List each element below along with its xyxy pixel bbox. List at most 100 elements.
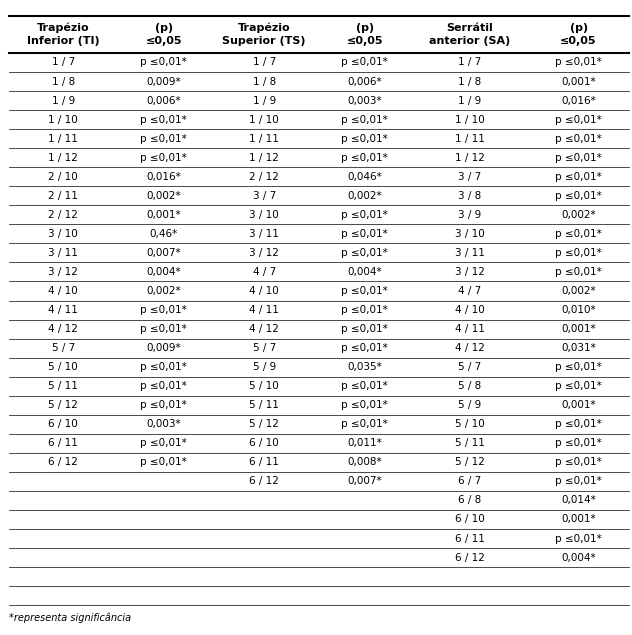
Text: 1 / 9: 1 / 9 bbox=[458, 96, 482, 105]
Text: 0,035*: 0,035* bbox=[348, 362, 382, 372]
Text: 0,001*: 0,001* bbox=[147, 210, 181, 220]
Text: p ≤0,01*: p ≤0,01* bbox=[555, 362, 602, 372]
Text: p ≤0,01*: p ≤0,01* bbox=[140, 115, 187, 124]
Text: 0,46*: 0,46* bbox=[150, 229, 178, 239]
Text: 4 / 12: 4 / 12 bbox=[249, 324, 279, 334]
Text: p ≤0,01*: p ≤0,01* bbox=[555, 419, 602, 429]
Text: 2 / 12: 2 / 12 bbox=[48, 210, 78, 220]
Text: 2 / 10: 2 / 10 bbox=[48, 171, 78, 182]
Text: 3 / 12: 3 / 12 bbox=[48, 267, 78, 277]
Text: p ≤0,01*: p ≤0,01* bbox=[555, 58, 602, 67]
Text: p ≤0,01*: p ≤0,01* bbox=[341, 305, 388, 315]
Text: 0,046*: 0,046* bbox=[348, 171, 382, 182]
Text: 1 / 10: 1 / 10 bbox=[455, 115, 485, 124]
Text: 0,031*: 0,031* bbox=[561, 343, 596, 353]
Text: p ≤0,01*: p ≤0,01* bbox=[555, 248, 602, 258]
Text: 4 / 12: 4 / 12 bbox=[48, 324, 78, 334]
Text: p ≤0,01*: p ≤0,01* bbox=[341, 400, 388, 410]
Text: p ≤0,01*: p ≤0,01* bbox=[341, 381, 388, 391]
Text: 5 / 7: 5 / 7 bbox=[458, 362, 482, 372]
Text: 0,007*: 0,007* bbox=[348, 476, 382, 486]
Text: 3 / 8: 3 / 8 bbox=[458, 190, 482, 201]
Text: p ≤0,01*: p ≤0,01* bbox=[341, 210, 388, 220]
Text: p ≤0,01*: p ≤0,01* bbox=[341, 152, 388, 163]
Text: p ≤0,01*: p ≤0,01* bbox=[140, 133, 187, 144]
Text: 3 / 9: 3 / 9 bbox=[458, 210, 482, 220]
Text: 3 / 10: 3 / 10 bbox=[48, 229, 78, 239]
Text: *representa significância: *representa significância bbox=[9, 613, 131, 623]
Text: 0,014*: 0,014* bbox=[561, 495, 596, 505]
Text: 0,008*: 0,008* bbox=[348, 457, 382, 467]
Text: (p)
≤0,05: (p) ≤0,05 bbox=[346, 23, 383, 46]
Text: 6 / 10: 6 / 10 bbox=[48, 419, 78, 429]
Text: 1 / 8: 1 / 8 bbox=[253, 77, 276, 86]
Text: p ≤0,01*: p ≤0,01* bbox=[555, 190, 602, 201]
Text: 1 / 12: 1 / 12 bbox=[249, 152, 279, 163]
Text: 0,001*: 0,001* bbox=[561, 77, 596, 86]
Text: p ≤0,01*: p ≤0,01* bbox=[555, 115, 602, 124]
Text: 1 / 12: 1 / 12 bbox=[48, 152, 78, 163]
Text: p ≤0,01*: p ≤0,01* bbox=[341, 248, 388, 258]
Text: 4 / 11: 4 / 11 bbox=[249, 305, 279, 315]
Text: p ≤0,01*: p ≤0,01* bbox=[555, 133, 602, 144]
Text: 0,002*: 0,002* bbox=[561, 286, 596, 296]
Text: 3 / 11: 3 / 11 bbox=[249, 229, 279, 239]
Text: p ≤0,01*: p ≤0,01* bbox=[555, 476, 602, 486]
Text: p ≤0,01*: p ≤0,01* bbox=[555, 381, 602, 391]
Text: 5 / 9: 5 / 9 bbox=[253, 362, 276, 372]
Text: 4 / 10: 4 / 10 bbox=[48, 286, 78, 296]
Text: 3 / 11: 3 / 11 bbox=[455, 248, 485, 258]
Text: 0,001*: 0,001* bbox=[561, 400, 596, 410]
Text: 4 / 10: 4 / 10 bbox=[455, 305, 485, 315]
Text: 3 / 10: 3 / 10 bbox=[249, 210, 279, 220]
Text: 1 / 7: 1 / 7 bbox=[253, 58, 276, 67]
Text: p ≤0,01*: p ≤0,01* bbox=[140, 438, 187, 448]
Text: 0,010*: 0,010* bbox=[561, 305, 596, 315]
Text: 1 / 11: 1 / 11 bbox=[455, 133, 485, 144]
Text: 4 / 11: 4 / 11 bbox=[455, 324, 485, 334]
Text: 6 / 12: 6 / 12 bbox=[48, 457, 78, 467]
Text: p ≤0,01*: p ≤0,01* bbox=[341, 286, 388, 296]
Text: 0,006*: 0,006* bbox=[147, 96, 181, 105]
Text: p ≤0,01*: p ≤0,01* bbox=[555, 152, 602, 163]
Text: 0,003*: 0,003* bbox=[348, 96, 382, 105]
Text: 0,004*: 0,004* bbox=[561, 552, 596, 563]
Text: 6 / 12: 6 / 12 bbox=[249, 476, 279, 486]
Text: 5 / 12: 5 / 12 bbox=[48, 400, 78, 410]
Text: 2 / 12: 2 / 12 bbox=[249, 171, 279, 182]
Text: p ≤0,01*: p ≤0,01* bbox=[341, 115, 388, 124]
Text: 3 / 7: 3 / 7 bbox=[458, 171, 482, 182]
Text: p ≤0,01*: p ≤0,01* bbox=[555, 457, 602, 467]
Text: 3 / 10: 3 / 10 bbox=[455, 229, 485, 239]
Text: p ≤0,01*: p ≤0,01* bbox=[341, 229, 388, 239]
Text: 5 / 8: 5 / 8 bbox=[458, 381, 482, 391]
Text: 0,002*: 0,002* bbox=[348, 190, 382, 201]
Text: 1 / 11: 1 / 11 bbox=[249, 133, 279, 144]
Text: p ≤0,01*: p ≤0,01* bbox=[140, 381, 187, 391]
Text: (p)
≤0,05: (p) ≤0,05 bbox=[145, 23, 182, 46]
Text: 4 / 7: 4 / 7 bbox=[253, 267, 276, 277]
Text: 5 / 11: 5 / 11 bbox=[48, 381, 78, 391]
Text: p ≤0,01*: p ≤0,01* bbox=[341, 133, 388, 144]
Text: 0,009*: 0,009* bbox=[147, 77, 181, 86]
Text: 5 / 10: 5 / 10 bbox=[48, 362, 78, 372]
Text: 1 / 8: 1 / 8 bbox=[458, 77, 482, 86]
Text: 6 / 10: 6 / 10 bbox=[455, 514, 485, 525]
Text: 3 / 7: 3 / 7 bbox=[253, 190, 276, 201]
Text: 1 / 11: 1 / 11 bbox=[48, 133, 78, 144]
Text: 0,016*: 0,016* bbox=[146, 171, 181, 182]
Text: 0,001*: 0,001* bbox=[561, 514, 596, 525]
Text: 6 / 11: 6 / 11 bbox=[48, 438, 78, 448]
Text: 0,009*: 0,009* bbox=[147, 343, 181, 353]
Text: Trapézio
Inferior (TI): Trapézio Inferior (TI) bbox=[27, 23, 99, 46]
Text: 5 / 9: 5 / 9 bbox=[458, 400, 482, 410]
Text: 1 / 9: 1 / 9 bbox=[253, 96, 276, 105]
Text: 5 / 7: 5 / 7 bbox=[253, 343, 276, 353]
Text: 0,002*: 0,002* bbox=[147, 190, 181, 201]
Text: p ≤0,01*: p ≤0,01* bbox=[555, 267, 602, 277]
Text: p ≤0,01*: p ≤0,01* bbox=[341, 58, 388, 67]
Text: 6 / 11: 6 / 11 bbox=[249, 457, 279, 467]
Text: p ≤0,01*: p ≤0,01* bbox=[140, 324, 187, 334]
Text: 1 / 10: 1 / 10 bbox=[249, 115, 279, 124]
Text: Trapézio
Superior (TS): Trapézio Superior (TS) bbox=[222, 23, 306, 46]
